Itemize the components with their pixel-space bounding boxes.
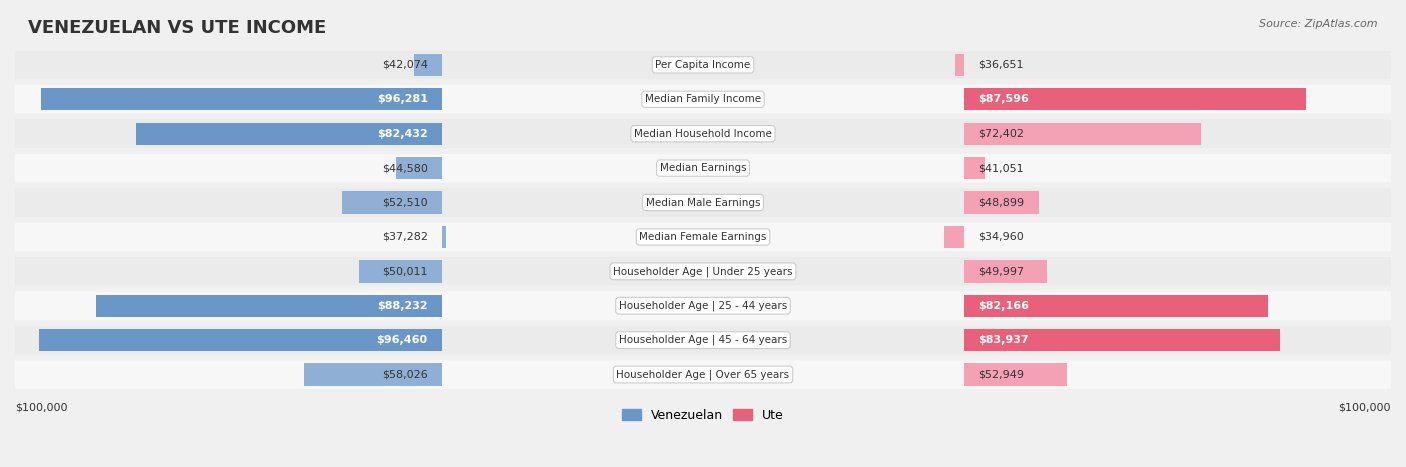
Bar [39,329,441,351]
Text: $41,051: $41,051 [979,163,1024,173]
Text: $52,510: $52,510 [382,198,427,207]
Text: Median Earnings: Median Earnings [659,163,747,173]
Bar [396,157,441,179]
Bar [943,226,965,248]
Text: $96,281: $96,281 [377,94,427,104]
Text: Median Female Earnings: Median Female Earnings [640,232,766,242]
Bar [41,88,441,111]
Bar [304,363,441,386]
Text: $34,960: $34,960 [979,232,1024,242]
FancyBboxPatch shape [15,291,1391,320]
FancyBboxPatch shape [15,85,1391,113]
Text: $83,937: $83,937 [979,335,1029,345]
Text: $82,432: $82,432 [377,129,427,139]
Text: $44,580: $44,580 [382,163,427,173]
FancyBboxPatch shape [15,188,1391,217]
FancyBboxPatch shape [15,154,1391,182]
Legend: Venezuelan, Ute: Venezuelan, Ute [617,404,789,427]
Text: $96,460: $96,460 [377,335,427,345]
Bar [441,226,447,248]
Bar [965,191,1039,214]
FancyBboxPatch shape [15,51,1391,79]
Text: Source: ZipAtlas.com: Source: ZipAtlas.com [1260,19,1378,28]
Text: $82,166: $82,166 [979,301,1029,311]
Bar [965,329,1281,351]
Bar [965,88,1306,111]
Text: Householder Age | 25 - 44 years: Householder Age | 25 - 44 years [619,300,787,311]
Text: $100,000: $100,000 [1339,402,1391,412]
Bar [965,122,1201,145]
Text: $42,074: $42,074 [382,60,427,70]
Text: VENEZUELAN VS UTE INCOME: VENEZUELAN VS UTE INCOME [28,19,326,37]
Bar [413,54,441,76]
Bar [96,295,441,317]
Bar [965,260,1047,283]
FancyBboxPatch shape [15,257,1391,285]
Text: $58,026: $58,026 [382,369,427,380]
Bar [965,157,986,179]
Text: $48,899: $48,899 [979,198,1025,207]
Text: Median Male Earnings: Median Male Earnings [645,198,761,207]
Bar [955,54,965,76]
Text: Median Family Income: Median Family Income [645,94,761,104]
FancyBboxPatch shape [15,120,1391,148]
Text: $88,232: $88,232 [377,301,427,311]
FancyBboxPatch shape [15,361,1391,389]
Bar [342,191,441,214]
Text: Householder Age | Over 65 years: Householder Age | Over 65 years [616,369,790,380]
Text: Householder Age | Under 25 years: Householder Age | Under 25 years [613,266,793,276]
Text: $37,282: $37,282 [382,232,427,242]
FancyBboxPatch shape [15,223,1391,251]
Text: Per Capita Income: Per Capita Income [655,60,751,70]
Text: $52,949: $52,949 [979,369,1024,380]
Text: $36,651: $36,651 [979,60,1024,70]
Text: $49,997: $49,997 [979,266,1025,276]
Text: $72,402: $72,402 [979,129,1024,139]
FancyBboxPatch shape [15,326,1391,354]
Bar [136,122,441,145]
Bar [359,260,441,283]
Bar [965,295,1268,317]
Text: $50,011: $50,011 [382,266,427,276]
Text: $87,596: $87,596 [979,94,1029,104]
Bar [965,363,1067,386]
Text: Median Household Income: Median Household Income [634,129,772,139]
Text: $100,000: $100,000 [15,402,67,412]
Text: Householder Age | 45 - 64 years: Householder Age | 45 - 64 years [619,335,787,346]
